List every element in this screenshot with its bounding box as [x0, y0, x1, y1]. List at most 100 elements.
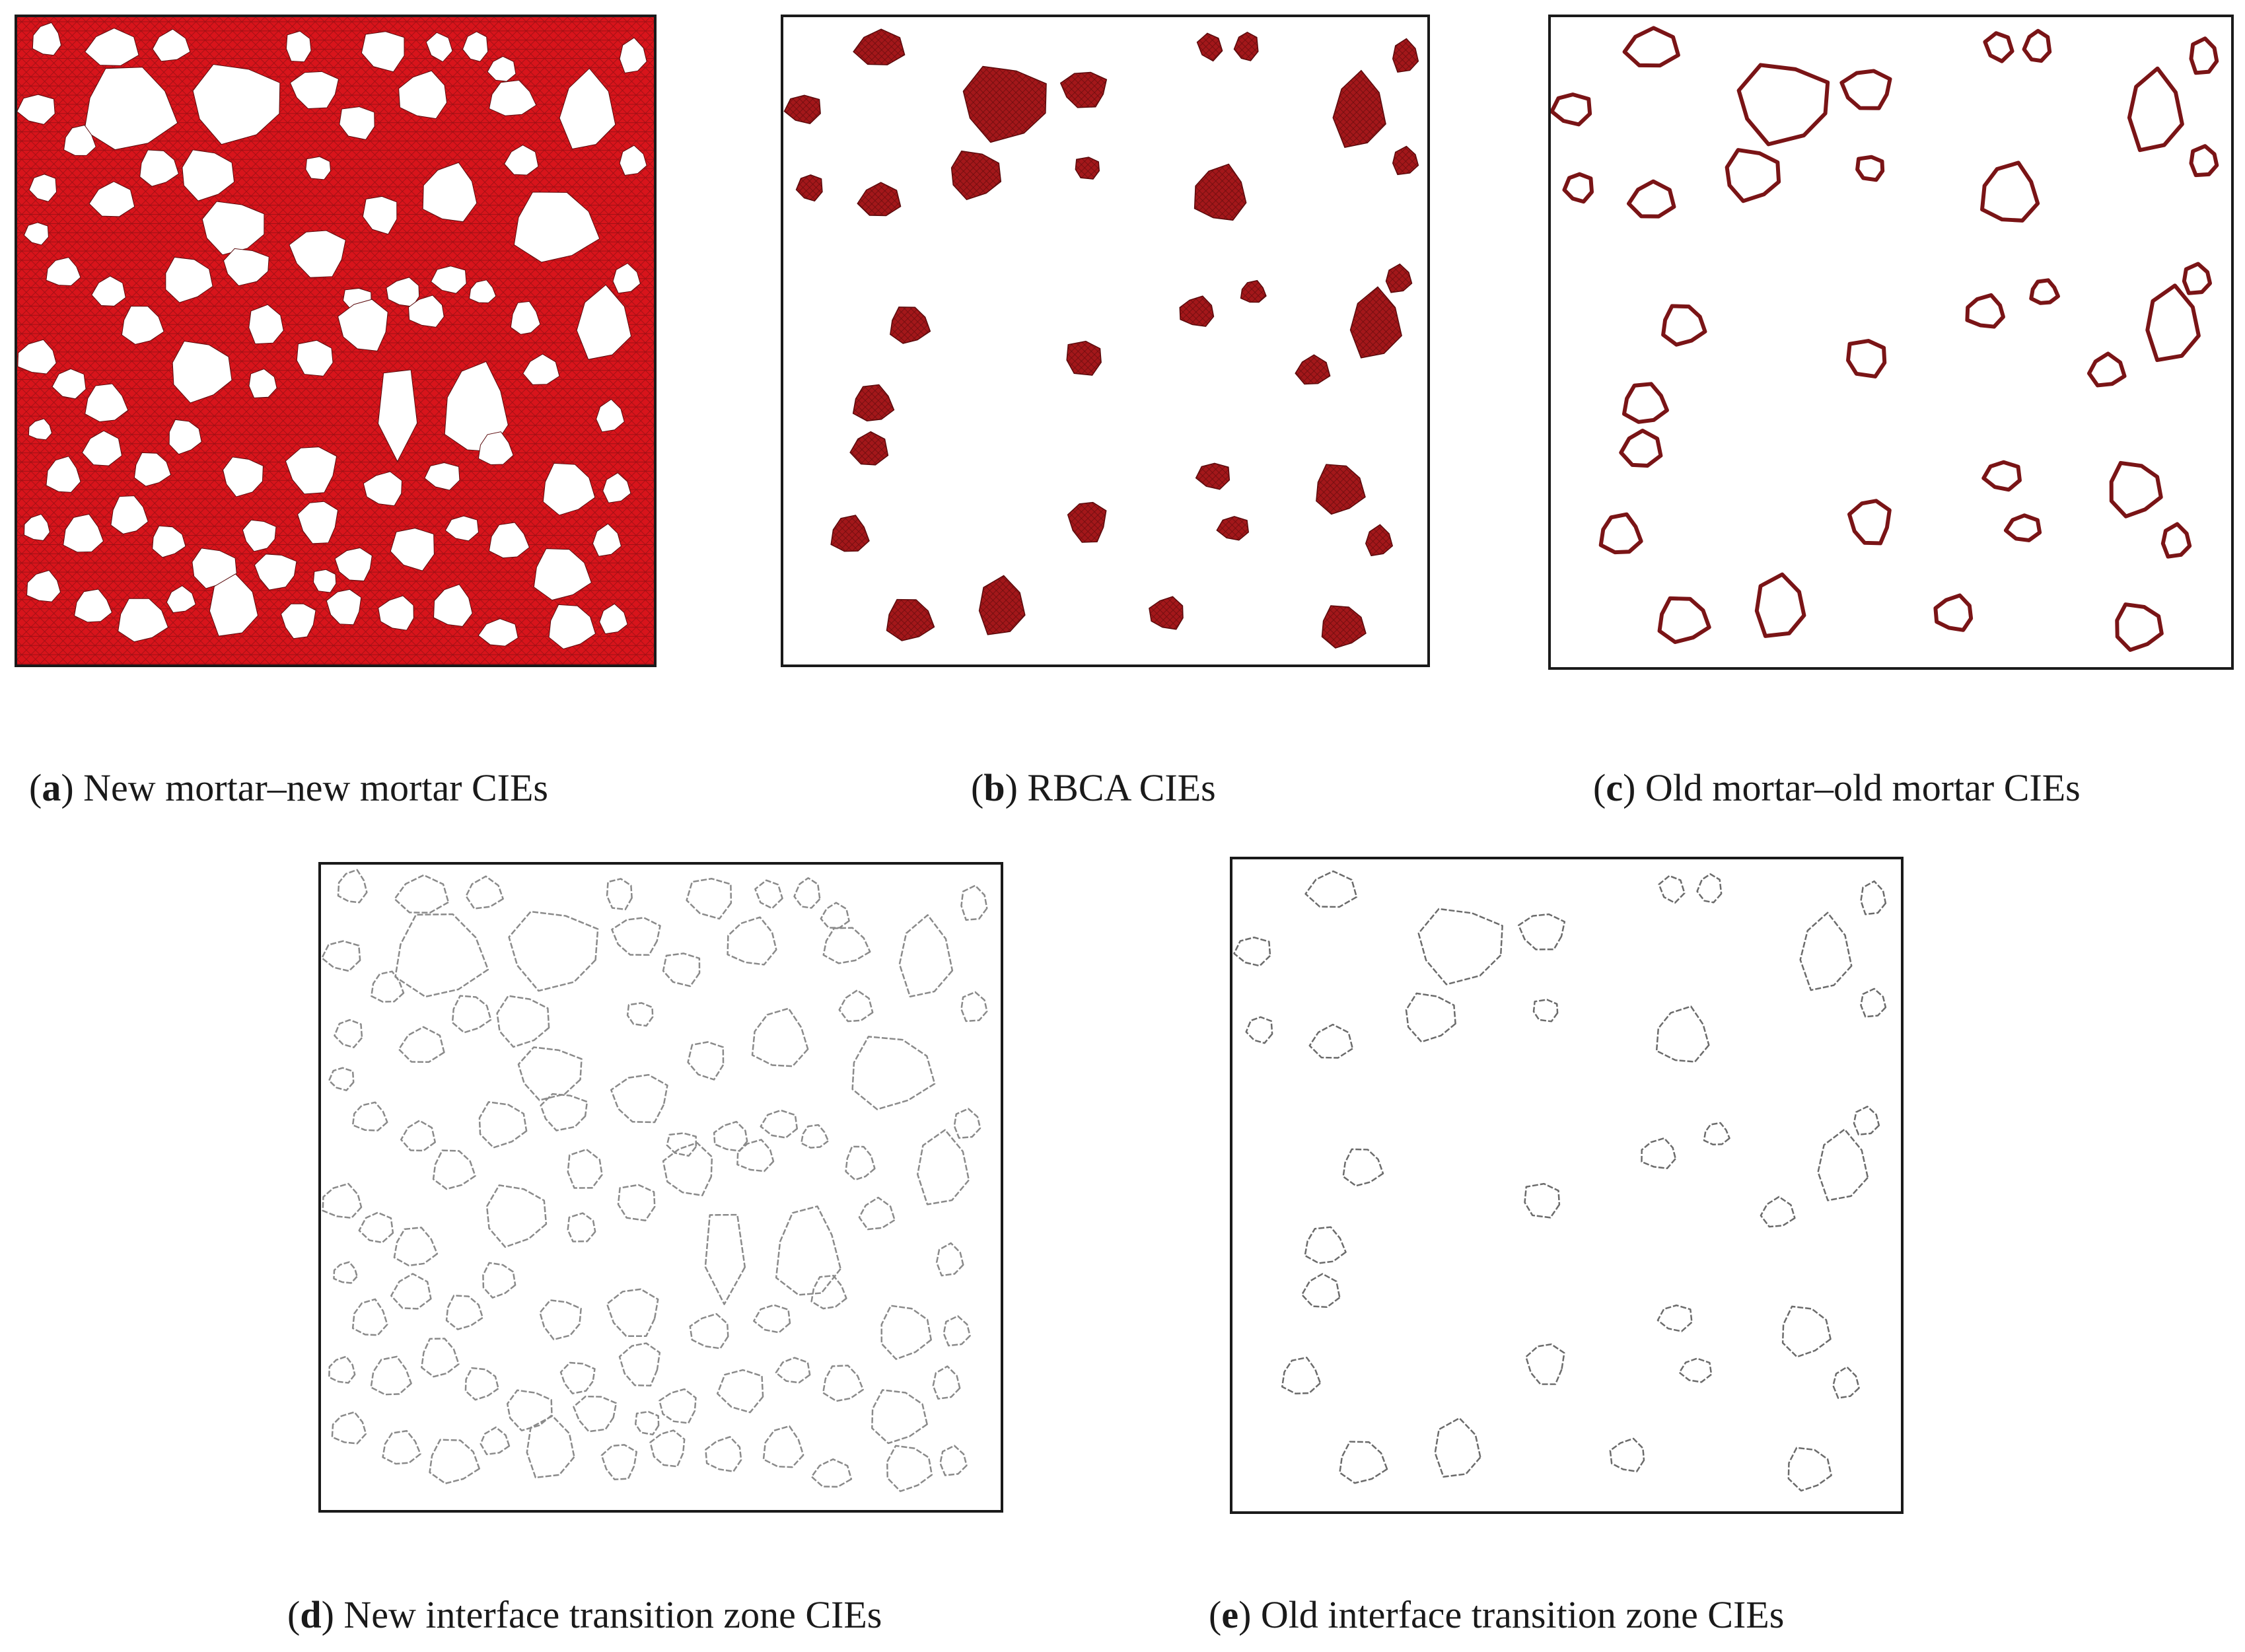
- old-itz-outline: [1532, 999, 1559, 1023]
- rbca-aggregate: [950, 150, 1002, 201]
- new-itz-outline: [351, 1298, 388, 1336]
- aggregate-hole: [289, 230, 346, 278]
- aggregate-hole: [46, 456, 81, 493]
- aggregate-hole: [222, 456, 264, 497]
- aggregate-hole: [596, 398, 625, 433]
- aggregate-hole: [85, 383, 129, 423]
- old-mortar-ring: [2127, 66, 2184, 153]
- rbca-aggregate: [1216, 516, 1250, 541]
- panel-d-new-itz-cies: [318, 862, 1003, 1513]
- rbca-aggregate: [853, 28, 906, 65]
- new-itz-outline: [960, 991, 988, 1023]
- panel-b-rbca-cies: [781, 15, 1430, 667]
- caption-c: (c) Old mortar–old mortar CIEs: [1593, 766, 2081, 809]
- caption-e: (e) Old interface transition zone CIEs: [1209, 1593, 1785, 1636]
- caption-a-label: a: [42, 766, 61, 809]
- old-mortar-ring: [1627, 179, 1676, 219]
- rbca-aggregate: [1194, 163, 1247, 221]
- new-itz-outline: [960, 884, 988, 921]
- new-itz-outline: [337, 869, 368, 904]
- old-itz-outline: [1233, 936, 1271, 967]
- old-itz-outline: [1641, 1137, 1677, 1170]
- new-itz-outline: [485, 1184, 548, 1248]
- old-itz-outline: [1525, 1343, 1565, 1385]
- aggregate-hole: [305, 156, 332, 180]
- new-itz-outline: [429, 1439, 480, 1485]
- old-mortar-ring: [1562, 172, 1594, 204]
- new-itz-outline: [606, 1288, 659, 1337]
- aggregate-hole: [619, 37, 647, 74]
- panel-c-ring-image: [1551, 26, 2219, 652]
- aggregate-hole: [326, 589, 362, 626]
- new-itz-outline: [618, 1342, 661, 1386]
- rbca-aggregate: [852, 384, 895, 421]
- aggregate-hole: [280, 603, 316, 639]
- aggregate-hole: [489, 79, 537, 116]
- aggregate-hole: [338, 299, 388, 351]
- new-itz-outline: [517, 1046, 583, 1101]
- aggregate-hole: [378, 595, 414, 631]
- new-itz-outline: [822, 1365, 864, 1402]
- aggregate-hole: [81, 430, 123, 466]
- rbca-aggregate: [1240, 279, 1267, 303]
- rbca-aggregate: [1075, 157, 1100, 180]
- new-itz-outline: [480, 1426, 511, 1456]
- rbca-aggregate: [1195, 462, 1230, 490]
- rbca-aggregate: [1385, 263, 1413, 293]
- new-itz-outline: [451, 995, 492, 1034]
- old-mortar-ring: [1981, 460, 2022, 492]
- aggregate-hole: [285, 447, 338, 495]
- old-mortar-ring: [1661, 304, 1707, 347]
- new-itz-outline: [932, 1365, 961, 1400]
- new-itz-outline: [898, 914, 954, 998]
- rbca-aggregate: [1365, 524, 1394, 557]
- old-mortar-ring: [2182, 262, 2213, 295]
- aggregate-hole: [424, 462, 460, 491]
- rbca-aggregate: [830, 515, 870, 552]
- new-itz-outline: [704, 1213, 746, 1305]
- new-itz-outline: [478, 1101, 528, 1149]
- new-itz-outline: [370, 1355, 412, 1396]
- new-itz-outline: [398, 1026, 445, 1063]
- old-mortar-ring: [1551, 92, 1592, 127]
- aggregate-hole: [172, 340, 232, 404]
- panel-c-old-mortar-cies: [1548, 15, 2234, 670]
- rbca-aggregate: [795, 174, 823, 202]
- aggregate-hole: [487, 55, 517, 82]
- new-itz-outline: [822, 927, 871, 964]
- new-itz-outline: [775, 1205, 841, 1296]
- old-itz-outline: [1658, 875, 1686, 904]
- old-itz-outline: [1657, 1304, 1693, 1332]
- new-itz-outline: [328, 1067, 355, 1091]
- old-itz-outline: [1524, 1182, 1561, 1219]
- aggregate-hole: [248, 368, 277, 398]
- new-itz-outline: [539, 1299, 582, 1341]
- aggregate-hole: [52, 368, 87, 400]
- old-mortar-ring: [2029, 278, 2060, 305]
- aggregate-hole: [602, 472, 631, 503]
- new-itz-outline: [351, 1101, 388, 1131]
- new-itz-outline: [858, 1196, 896, 1231]
- aggregate-hole: [542, 462, 596, 516]
- old-mortar-ring: [1725, 148, 1781, 203]
- aggregate-hole: [430, 266, 467, 294]
- new-itz-outline: [506, 1389, 553, 1431]
- rbca-aggregate: [978, 575, 1026, 635]
- aggregate-hole: [74, 589, 113, 623]
- aggregate-hole: [559, 67, 616, 150]
- old-itz-outline: [1696, 873, 1723, 904]
- caption-d: (d) New interface transition zone CIEs: [287, 1593, 882, 1636]
- aggregate-hole: [398, 70, 448, 120]
- panel-a-new-mortar-mesh: [15, 15, 657, 667]
- new-itz-outline: [810, 1458, 853, 1488]
- aggregate-hole: [312, 569, 337, 593]
- rbca-aggregate: [1067, 501, 1107, 543]
- aggregate-hole: [23, 222, 49, 246]
- rbca-aggregate: [1321, 605, 1367, 649]
- new-itz-outline: [496, 995, 550, 1048]
- new-itz-outline: [382, 1430, 421, 1465]
- old-itz-outline: [1518, 913, 1566, 951]
- caption-c-label: c: [1606, 766, 1623, 809]
- rbca-aggregate: [1196, 32, 1223, 62]
- new-itz-outline: [606, 878, 633, 911]
